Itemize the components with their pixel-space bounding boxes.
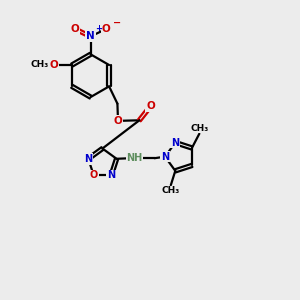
Text: O: O [114, 116, 122, 126]
Text: O: O [71, 24, 80, 34]
Text: CH₃: CH₃ [30, 61, 49, 70]
Text: +: + [96, 24, 103, 33]
Text: −: − [112, 17, 121, 28]
Text: N: N [161, 152, 169, 162]
Text: O: O [102, 24, 110, 34]
Text: O: O [90, 170, 98, 180]
Text: N: N [86, 32, 95, 41]
Text: O: O [49, 60, 58, 70]
Text: O: O [146, 101, 155, 111]
Text: CH₃: CH₃ [190, 124, 208, 133]
Text: N: N [107, 170, 115, 180]
Text: CH₃: CH₃ [162, 186, 180, 195]
Text: NH: NH [126, 153, 142, 163]
Text: N: N [84, 154, 92, 164]
Text: N: N [171, 138, 179, 148]
